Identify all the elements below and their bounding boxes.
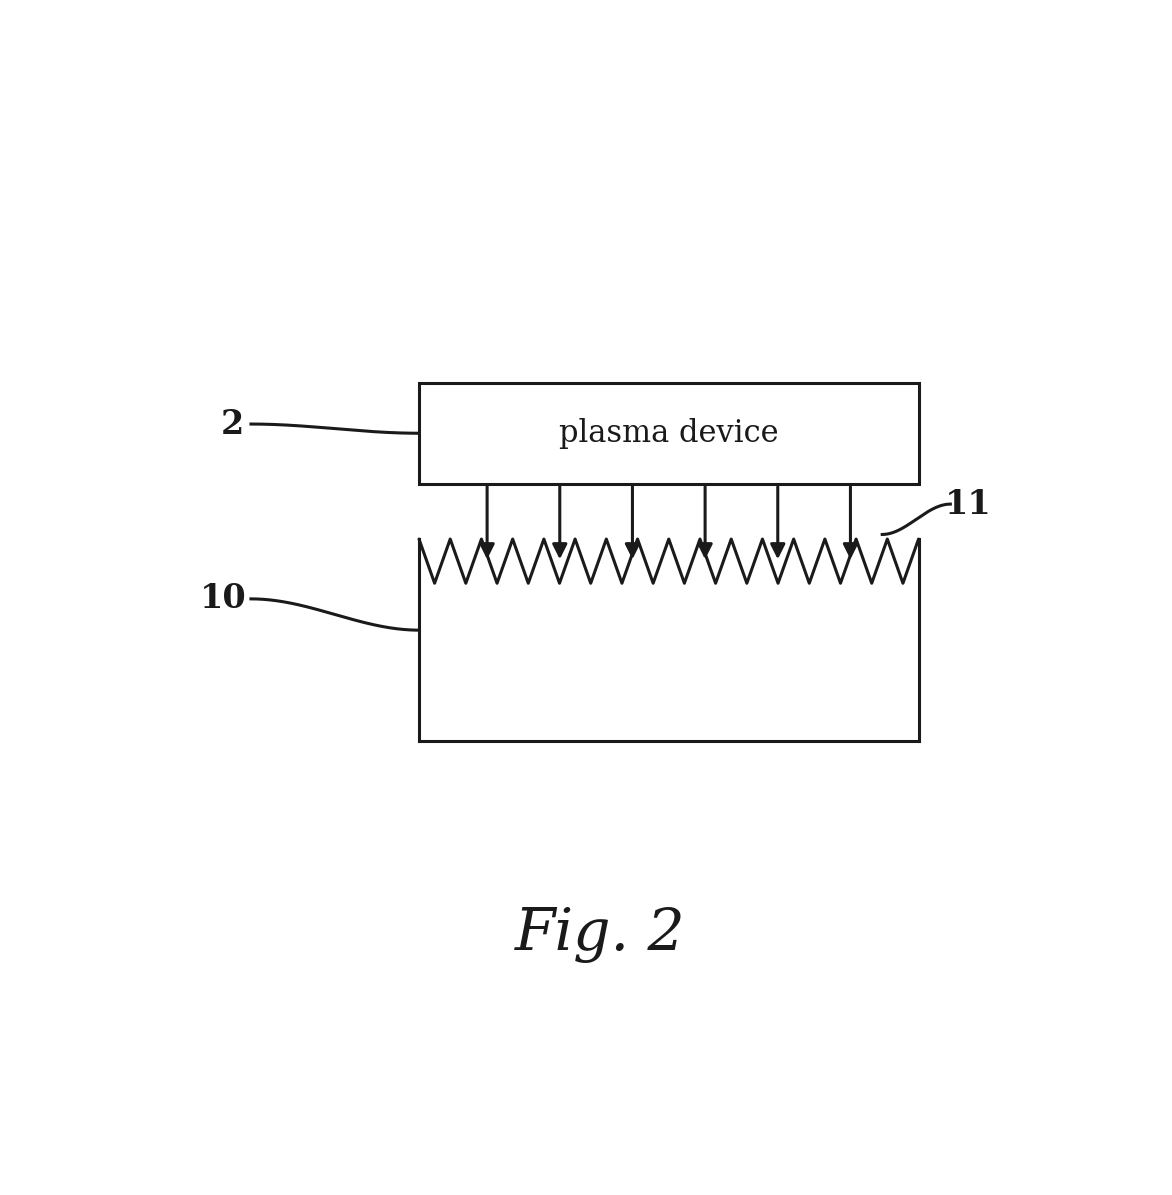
Text: plasma device: plasma device bbox=[559, 418, 778, 449]
Text: 11: 11 bbox=[945, 488, 992, 521]
Text: 10: 10 bbox=[200, 582, 247, 615]
Text: 2: 2 bbox=[222, 407, 245, 441]
Text: Fig. 2: Fig. 2 bbox=[516, 907, 686, 963]
Bar bbox=[420, 382, 919, 484]
